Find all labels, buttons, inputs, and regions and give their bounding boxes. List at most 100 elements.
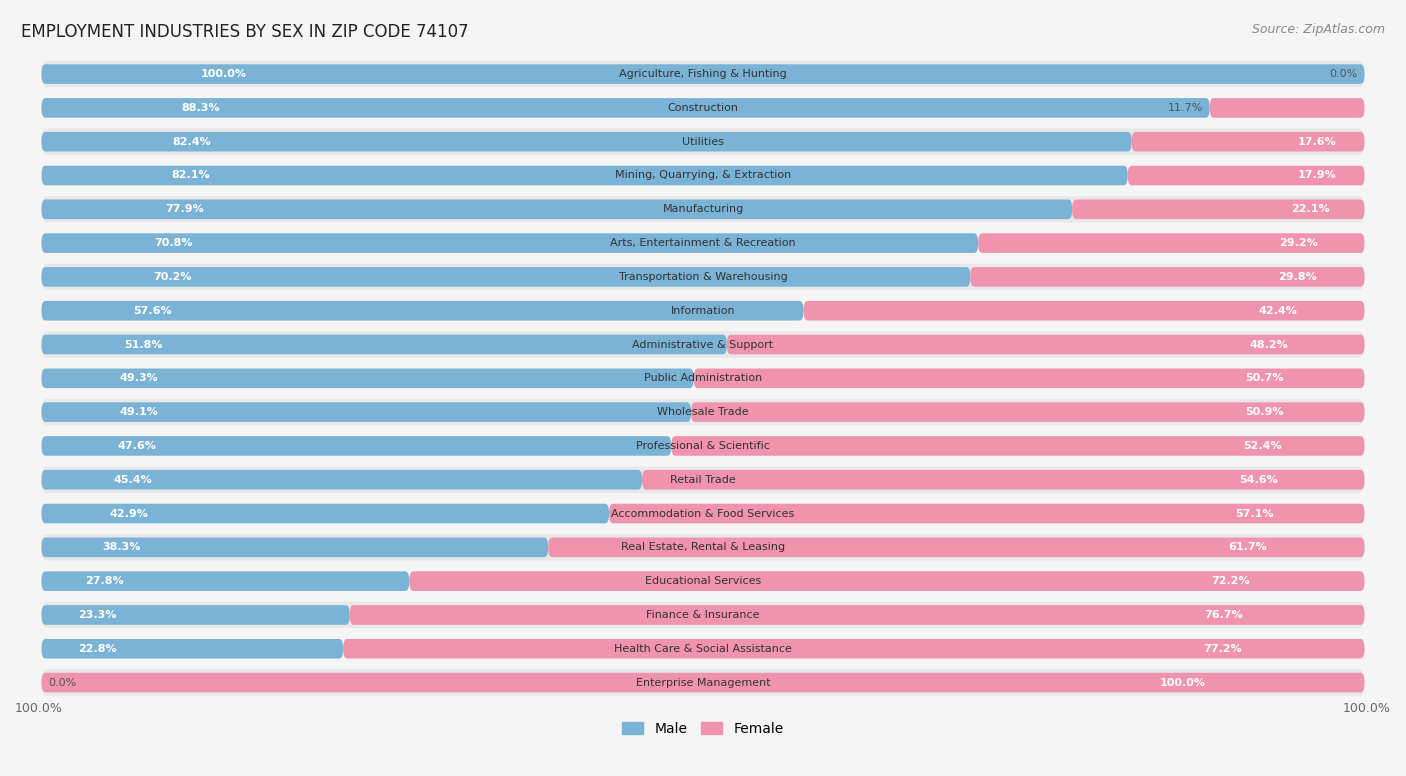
FancyBboxPatch shape xyxy=(41,365,1365,392)
FancyBboxPatch shape xyxy=(693,369,1365,388)
Text: 100.0%: 100.0% xyxy=(15,702,63,715)
Text: 22.8%: 22.8% xyxy=(77,644,117,653)
FancyBboxPatch shape xyxy=(350,605,1365,625)
FancyBboxPatch shape xyxy=(41,132,1132,151)
FancyBboxPatch shape xyxy=(671,436,1365,456)
FancyBboxPatch shape xyxy=(41,230,1365,256)
Text: 76.7%: 76.7% xyxy=(1204,610,1243,620)
FancyBboxPatch shape xyxy=(979,234,1365,253)
Text: 0.0%: 0.0% xyxy=(1330,69,1358,79)
Text: 52.4%: 52.4% xyxy=(1243,441,1281,451)
Text: Arts, Entertainment & Recreation: Arts, Entertainment & Recreation xyxy=(610,238,796,248)
FancyBboxPatch shape xyxy=(41,670,1365,696)
FancyBboxPatch shape xyxy=(41,538,548,557)
Text: Administrative & Support: Administrative & Support xyxy=(633,340,773,349)
Text: Mining, Quarrying, & Extraction: Mining, Quarrying, & Extraction xyxy=(614,171,792,181)
Text: Real Estate, Rental & Leasing: Real Estate, Rental & Leasing xyxy=(621,542,785,553)
Text: 70.2%: 70.2% xyxy=(153,272,191,282)
Text: 77.9%: 77.9% xyxy=(165,204,204,214)
FancyBboxPatch shape xyxy=(41,571,409,591)
FancyBboxPatch shape xyxy=(41,470,643,490)
FancyBboxPatch shape xyxy=(41,501,1365,527)
Text: 11.7%: 11.7% xyxy=(1168,103,1204,113)
Text: 49.3%: 49.3% xyxy=(120,373,159,383)
Text: Wholesale Trade: Wholesale Trade xyxy=(657,407,749,417)
FancyBboxPatch shape xyxy=(727,334,1365,355)
Text: Manufacturing: Manufacturing xyxy=(662,204,744,214)
FancyBboxPatch shape xyxy=(41,297,1365,324)
FancyBboxPatch shape xyxy=(41,402,692,422)
Text: 50.7%: 50.7% xyxy=(1246,373,1284,383)
Legend: Male, Female: Male, Female xyxy=(617,716,789,741)
Text: Accommodation & Food Services: Accommodation & Food Services xyxy=(612,508,794,518)
FancyBboxPatch shape xyxy=(41,129,1365,155)
Text: Information: Information xyxy=(671,306,735,316)
Text: 42.9%: 42.9% xyxy=(110,508,149,518)
Text: 29.2%: 29.2% xyxy=(1279,238,1319,248)
Text: 50.9%: 50.9% xyxy=(1246,407,1284,417)
Text: 82.4%: 82.4% xyxy=(173,137,211,147)
Text: 100.0%: 100.0% xyxy=(200,69,246,79)
FancyBboxPatch shape xyxy=(41,166,1128,185)
FancyBboxPatch shape xyxy=(41,234,979,253)
FancyBboxPatch shape xyxy=(643,470,1365,490)
Text: 49.1%: 49.1% xyxy=(120,407,159,417)
FancyBboxPatch shape xyxy=(343,639,1365,659)
Text: 77.2%: 77.2% xyxy=(1204,644,1241,653)
Text: 61.7%: 61.7% xyxy=(1227,542,1267,553)
FancyBboxPatch shape xyxy=(41,636,1365,662)
FancyBboxPatch shape xyxy=(1128,166,1365,185)
FancyBboxPatch shape xyxy=(41,534,1365,560)
Text: Agriculture, Fishing & Hunting: Agriculture, Fishing & Hunting xyxy=(619,69,787,79)
Text: Utilities: Utilities xyxy=(682,137,724,147)
Text: 82.1%: 82.1% xyxy=(172,171,211,181)
Text: Transportation & Warehousing: Transportation & Warehousing xyxy=(619,272,787,282)
FancyBboxPatch shape xyxy=(409,571,1365,591)
FancyBboxPatch shape xyxy=(548,538,1365,557)
Text: Retail Trade: Retail Trade xyxy=(671,475,735,485)
FancyBboxPatch shape xyxy=(609,504,1365,523)
FancyBboxPatch shape xyxy=(41,162,1365,189)
Text: Finance & Insurance: Finance & Insurance xyxy=(647,610,759,620)
FancyBboxPatch shape xyxy=(1073,199,1365,219)
Text: 88.3%: 88.3% xyxy=(181,103,221,113)
Text: Educational Services: Educational Services xyxy=(645,576,761,586)
FancyBboxPatch shape xyxy=(1209,98,1365,118)
Text: 29.8%: 29.8% xyxy=(1278,272,1317,282)
FancyBboxPatch shape xyxy=(41,334,727,355)
FancyBboxPatch shape xyxy=(41,601,1365,628)
FancyBboxPatch shape xyxy=(41,199,1073,219)
Text: 17.9%: 17.9% xyxy=(1298,171,1336,181)
Text: 22.1%: 22.1% xyxy=(1291,204,1330,214)
FancyBboxPatch shape xyxy=(692,402,1365,422)
FancyBboxPatch shape xyxy=(41,504,609,523)
Text: 54.6%: 54.6% xyxy=(1239,475,1278,485)
FancyBboxPatch shape xyxy=(41,399,1365,425)
FancyBboxPatch shape xyxy=(41,267,970,286)
FancyBboxPatch shape xyxy=(41,639,343,659)
Text: 70.8%: 70.8% xyxy=(153,238,193,248)
Text: Source: ZipAtlas.com: Source: ZipAtlas.com xyxy=(1251,23,1385,36)
FancyBboxPatch shape xyxy=(41,436,671,456)
Text: 17.6%: 17.6% xyxy=(1298,137,1337,147)
Text: 57.6%: 57.6% xyxy=(134,306,172,316)
Text: Health Care & Social Assistance: Health Care & Social Assistance xyxy=(614,644,792,653)
Text: Enterprise Management: Enterprise Management xyxy=(636,677,770,688)
FancyBboxPatch shape xyxy=(1132,132,1365,151)
Text: Professional & Scientific: Professional & Scientific xyxy=(636,441,770,451)
Text: 38.3%: 38.3% xyxy=(103,542,141,553)
FancyBboxPatch shape xyxy=(41,61,1365,87)
Text: 0.0%: 0.0% xyxy=(48,677,76,688)
Text: 100.0%: 100.0% xyxy=(1160,677,1206,688)
Text: 72.2%: 72.2% xyxy=(1212,576,1250,586)
Text: 42.4%: 42.4% xyxy=(1258,306,1298,316)
FancyBboxPatch shape xyxy=(970,267,1365,286)
FancyBboxPatch shape xyxy=(41,98,1209,118)
Text: Construction: Construction xyxy=(668,103,738,113)
Text: 57.1%: 57.1% xyxy=(1236,508,1274,518)
Text: 47.6%: 47.6% xyxy=(117,441,156,451)
FancyBboxPatch shape xyxy=(41,196,1365,223)
FancyBboxPatch shape xyxy=(41,568,1365,594)
FancyBboxPatch shape xyxy=(41,673,1365,692)
FancyBboxPatch shape xyxy=(804,301,1365,320)
